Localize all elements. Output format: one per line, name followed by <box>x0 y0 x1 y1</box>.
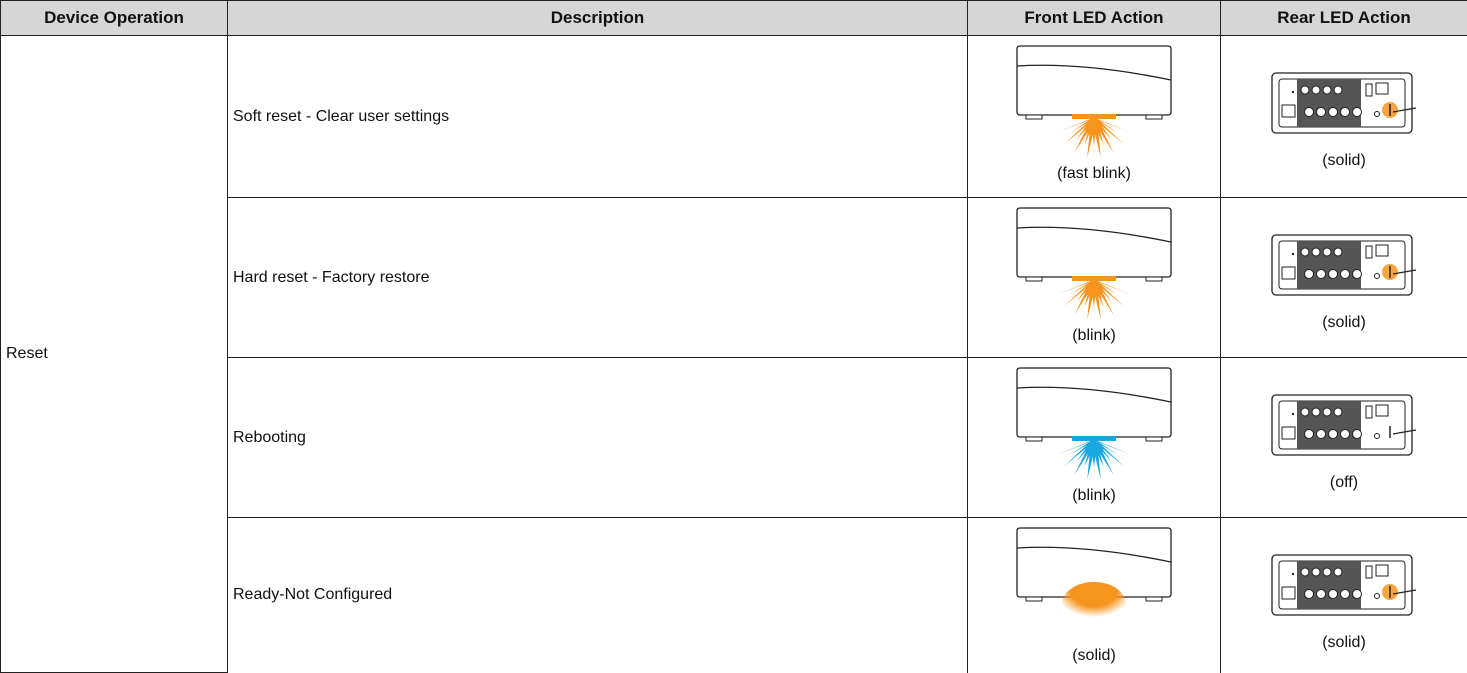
description-cell: Ready-Not Configured <box>227 517 968 673</box>
rear-led-label: (solid) <box>1322 634 1366 651</box>
rear-led-icon <box>1271 394 1417 456</box>
description-cell: Hard reset - Factory restore <box>227 197 968 358</box>
rear-led-label: (off) <box>1329 474 1359 491</box>
rear-led-cell: (solid) <box>1220 197 1467 358</box>
front-led-icon <box>1016 45 1172 158</box>
front-led-label: (blink) <box>1072 487 1116 504</box>
front-led-icon <box>1016 207 1172 320</box>
front-led-label: (solid) <box>1072 647 1116 664</box>
description-cell: Rebooting <box>227 357 968 518</box>
rear-led-cell: (solid) <box>1220 35 1467 198</box>
front-led-cell: (blink) <box>967 197 1221 358</box>
rear-led-icon <box>1271 72 1417 134</box>
front-led-label: (blink) <box>1072 327 1116 344</box>
front-led-icon <box>1016 527 1172 626</box>
header-cell: Front LED Action <box>967 0 1221 36</box>
description-cell: Soft reset - Clear user settings <box>227 35 968 198</box>
front-led-icon <box>1016 367 1172 480</box>
front-led-cell: (fast blink) <box>967 35 1221 198</box>
front-led-label: (fast blink) <box>1057 165 1131 182</box>
header-row: Device Operation Description Front LED A… <box>0 0 1467 36</box>
front-led-cell: (solid) <box>967 517 1221 673</box>
front-led-cell: (blink) <box>967 357 1221 518</box>
header-cell: Description <box>227 0 968 36</box>
table-row: Reset Soft reset - Clear user settings (f… <box>0 35 1467 673</box>
header-cell: Rear LED Action <box>1220 0 1467 36</box>
rear-led-cell: (off) <box>1220 357 1467 518</box>
header-cell: Device Operation <box>0 0 228 36</box>
rear-led-label: (solid) <box>1322 314 1366 331</box>
table-row: Rebooting (blink) (off) <box>1 357 1467 518</box>
rear-led-label: (solid) <box>1322 152 1366 169</box>
operation-cell: Reset <box>0 35 228 673</box>
rear-led-icon <box>1271 234 1417 296</box>
rear-led-cell: (solid) <box>1220 517 1467 673</box>
table-row: Hard reset - Factory restore (blink) (so… <box>1 197 1467 358</box>
rear-led-icon <box>1271 554 1417 616</box>
table-row: Ready-Not Configured (solid) (solid) <box>1 517 1467 673</box>
